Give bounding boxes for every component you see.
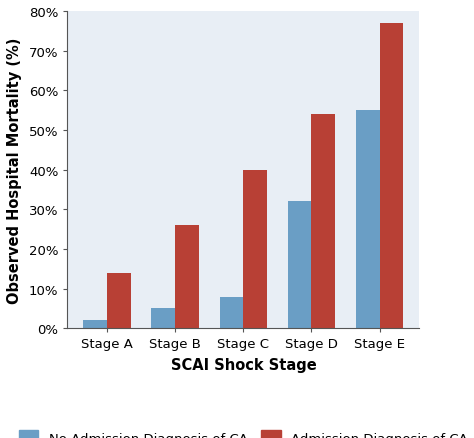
Bar <box>219 297 243 328</box>
Bar <box>107 273 131 328</box>
Bar <box>152 309 175 328</box>
Legend: No Admission Diagnosis of CA, Admission Diagnosis of CA: No Admission Diagnosis of CA, Admission … <box>12 424 474 438</box>
Bar <box>356 111 380 328</box>
Y-axis label: Observed Hospital Mortality (%): Observed Hospital Mortality (%) <box>7 37 22 303</box>
Bar <box>380 24 403 328</box>
Bar <box>311 115 335 328</box>
Bar <box>243 170 267 328</box>
Bar <box>175 226 199 328</box>
Bar <box>288 202 311 328</box>
X-axis label: SCAI Shock Stage: SCAI Shock Stage <box>171 357 316 372</box>
Bar <box>83 321 107 328</box>
